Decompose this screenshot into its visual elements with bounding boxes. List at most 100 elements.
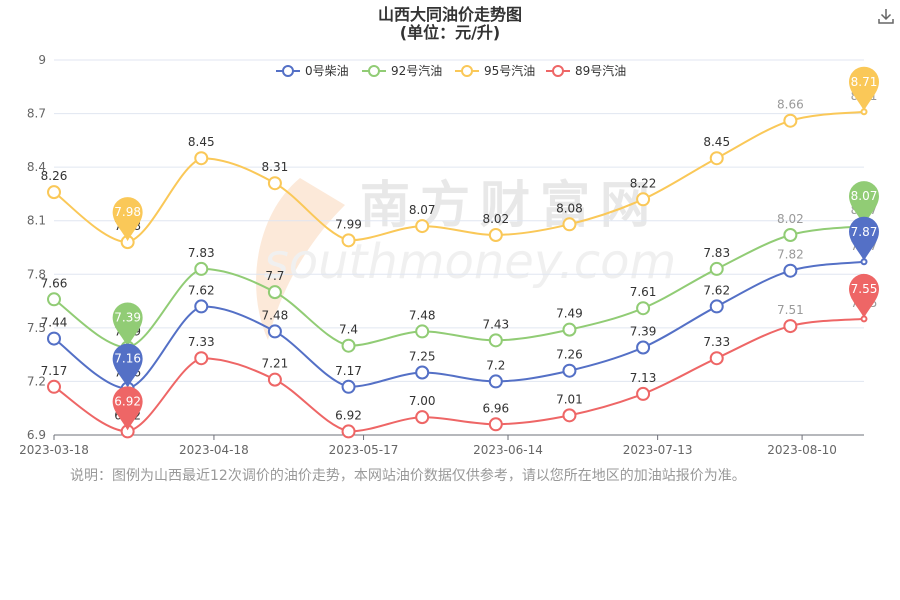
legend-marker: [552, 65, 564, 77]
data-label: 7.13: [630, 371, 657, 385]
data-point: [783, 228, 798, 242]
pin-shape: [112, 343, 143, 388]
data-label: 7.43: [482, 317, 509, 331]
legend-marker: [282, 65, 294, 77]
x-tick-label: 2023-04-18: [179, 443, 249, 457]
data-point: [709, 261, 724, 276]
data-point: [267, 324, 282, 339]
data-point: [341, 379, 356, 394]
data-label: 7.62: [703, 283, 730, 297]
data-label: 7.33: [188, 335, 215, 349]
data-label: 7.49: [556, 307, 583, 321]
pin-label: 7.87: [851, 225, 878, 239]
data-label: 6.92: [335, 408, 362, 422]
data-point: [709, 351, 724, 366]
data-label: 7.61: [630, 285, 657, 299]
data-label: 7.21: [262, 357, 289, 371]
grid: [54, 59, 864, 436]
pin-label: 7.98: [114, 205, 141, 219]
pin-label: 6.92: [114, 394, 141, 408]
data-label: 7.62: [188, 283, 215, 297]
data-label: 6.96: [482, 401, 509, 415]
data-label: 8.22: [630, 176, 657, 190]
data-point: [267, 176, 282, 191]
data-point: [636, 386, 651, 401]
pin-label: 7.55: [851, 282, 878, 296]
data-label: 8.02: [482, 212, 509, 226]
pin-shape: [849, 216, 879, 261]
data-point: [488, 417, 503, 432]
data-point: [562, 408, 577, 423]
data-label: 7.82: [777, 248, 804, 262]
y-tick-label: 9: [38, 53, 46, 67]
data-point: [636, 301, 651, 316]
pins: 7.39 7.98 7.16 6.92 8.71 8.07 7.87 7.55: [112, 66, 879, 431]
data-point: [636, 192, 651, 207]
y-tick-label: 7.8: [27, 267, 46, 281]
series-2: [47, 108, 868, 250]
pin-shape: [112, 197, 143, 242]
y-tick-label: 8.7: [27, 107, 46, 121]
pin-label: 8.71: [851, 75, 878, 89]
data-point: [341, 424, 356, 439]
data-point: [47, 292, 61, 307]
data-point: [47, 379, 61, 394]
download-icon[interactable]: [876, 6, 896, 26]
legend-item: 0号柴油: [276, 64, 349, 78]
pin-label: 7.39: [114, 311, 141, 325]
data-label: 7.83: [703, 246, 730, 260]
pin-shape: [112, 302, 143, 347]
data-point: [47, 185, 61, 200]
data-point: [415, 324, 430, 339]
data-point: [267, 285, 282, 300]
legend-item: 95号汽油: [455, 63, 535, 78]
y-tick-label: 7.5: [27, 321, 46, 335]
data-label: 7.17: [335, 364, 362, 378]
data-label: 8.31: [262, 160, 289, 174]
data-point: [194, 151, 209, 166]
chart-subtitle: (单位：元/升): [400, 23, 500, 42]
series-0: [47, 258, 868, 396]
data-point: [709, 299, 724, 314]
data-point: [636, 340, 651, 355]
legend-label: 95号汽油: [484, 63, 535, 78]
data-point: [341, 233, 356, 248]
data-label: 7.44: [41, 316, 68, 330]
data-label: 7.39: [630, 325, 657, 339]
pin-shape: [849, 66, 879, 111]
data-point: [488, 333, 503, 348]
data-label: 7.51: [777, 303, 804, 317]
y-axis: 6.9 7.2 7.5 7.8 8.1 8.4 8.7 9: [27, 53, 46, 442]
data-label: 7.01: [556, 392, 583, 406]
data-label: 8.45: [188, 135, 215, 149]
data-point: [488, 228, 503, 242]
value-pin: 8.71: [849, 66, 879, 111]
series-lines: [47, 108, 868, 439]
data-point: [47, 331, 61, 346]
value-pin: 7.98: [112, 197, 143, 242]
data-label: 7.25: [409, 350, 436, 364]
data-point: [783, 319, 798, 334]
x-tick-label: 2023-05-17: [329, 443, 399, 457]
data-label: 7.2: [486, 358, 505, 372]
value-pin: 7.39: [112, 302, 143, 347]
pin-shape: [849, 273, 879, 318]
data-point: [415, 410, 430, 425]
chart-title: 山西大同油价走势图: [378, 5, 522, 24]
data-label: 8.66: [777, 98, 804, 112]
watermark-url: southmoney.com: [264, 234, 677, 290]
x-axis: 2023-03-18 2023-04-18 2023-05-17 2023-06-14…: [19, 435, 837, 457]
data-label: 7.66: [41, 276, 68, 290]
x-tick-label: 2023-03-18: [19, 443, 89, 457]
legend-item: 89号汽油: [546, 63, 626, 78]
pin-shape: [849, 181, 879, 226]
pin-label: 8.07: [851, 189, 878, 203]
x-tick-label: 2023-06-14: [473, 443, 543, 457]
chart-note: 说明：图例为山西最近12次调价的油价走势，本网站油价数据仅供参考，请以您所在地区…: [70, 468, 746, 484]
data-point: [415, 365, 430, 380]
pin-shape: [112, 386, 143, 431]
y-tick-label: 6.9: [27, 428, 46, 442]
data-label: 8.02: [777, 212, 804, 226]
